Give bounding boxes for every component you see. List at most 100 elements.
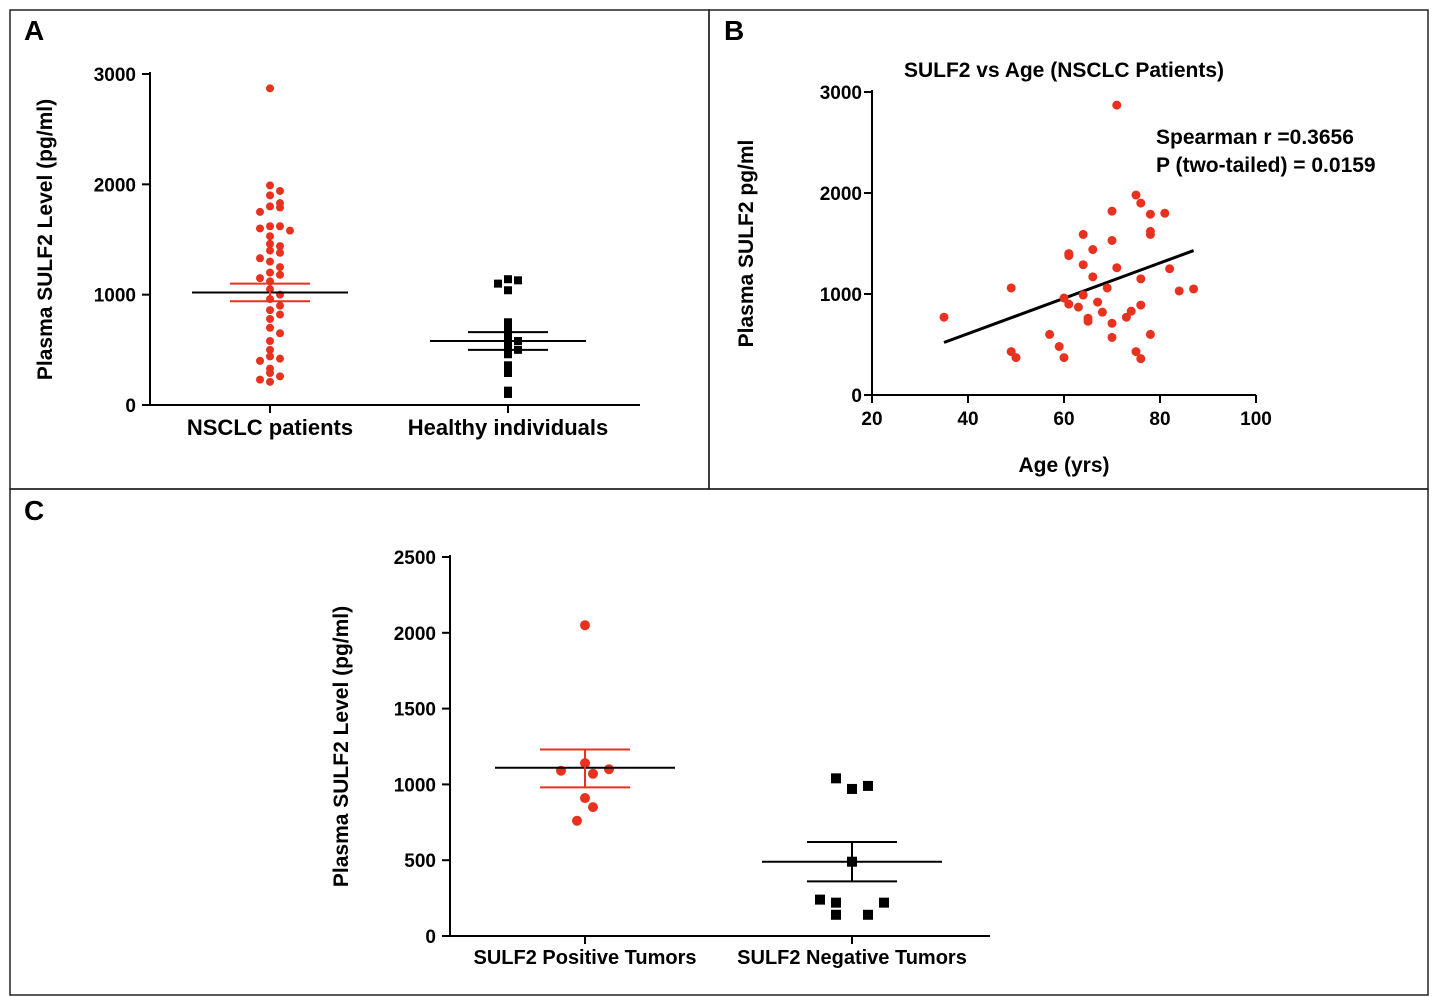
data-point	[266, 352, 274, 361]
data-point	[580, 620, 590, 631]
data-point	[266, 337, 274, 346]
data-point	[1136, 354, 1146, 364]
data-point	[504, 389, 512, 398]
x-tick-label: 100	[1240, 409, 1272, 430]
panel-b-chart: 0 1000 2000 3000 20 40 60 80 100 SULF2 vs Age (NS…	[735, 59, 1376, 477]
data-point	[514, 276, 522, 285]
data-point	[276, 203, 284, 212]
data-point	[831, 773, 841, 784]
data-point	[1078, 260, 1088, 270]
data-point	[504, 350, 512, 359]
data-point	[276, 329, 284, 338]
data-point	[266, 191, 274, 200]
data-point	[879, 897, 889, 908]
data-point	[276, 242, 284, 251]
x-tick-label: 40	[957, 409, 978, 430]
x-tick-label: SULF2 Positive Tumors	[473, 947, 696, 969]
y-tick-label: 3000	[820, 83, 862, 104]
data-point	[276, 248, 284, 257]
data-point	[276, 222, 284, 231]
data-point	[831, 909, 841, 920]
data-point	[266, 232, 274, 241]
data-point	[1107, 206, 1117, 216]
panel-c-frame	[9, 488, 1429, 996]
data-point	[1107, 235, 1117, 245]
data-point	[276, 310, 284, 319]
data-point	[266, 222, 274, 231]
y-tick-label: 0	[125, 396, 136, 417]
data-point	[266, 239, 274, 248]
data-point	[504, 325, 512, 334]
data-point	[847, 783, 857, 794]
data-point	[276, 354, 284, 363]
data-point	[266, 345, 274, 354]
y-tick-label: 2500	[394, 548, 436, 569]
data-point	[1107, 332, 1117, 342]
data-point	[266, 257, 274, 266]
y-tick-label: 1500	[394, 700, 436, 721]
data-point	[1189, 284, 1199, 294]
data-point	[504, 361, 512, 370]
data-point	[1093, 297, 1103, 307]
y-tick-label: 500	[404, 851, 436, 872]
data-point	[256, 254, 264, 263]
data-point	[276, 186, 284, 195]
trend-line	[943, 249, 1195, 344]
data-point	[1006, 283, 1016, 293]
data-point	[1097, 307, 1107, 317]
data-point	[266, 84, 274, 93]
data-point	[1107, 318, 1117, 328]
y-axis-title: Plasma SULF2 Level (pg/ml)	[330, 606, 353, 887]
data-point	[266, 323, 274, 332]
data-point	[256, 375, 264, 384]
x-tick-label: 20	[861, 409, 882, 430]
data-point	[256, 207, 264, 216]
data-point	[1145, 329, 1155, 339]
data-point	[1112, 100, 1122, 110]
data-point	[1131, 347, 1141, 357]
data-point	[504, 369, 512, 378]
y-tick-label: 1000	[394, 775, 436, 796]
data-point	[815, 894, 825, 905]
data-point	[256, 356, 264, 365]
data-point	[1145, 209, 1155, 219]
data-point	[1174, 286, 1184, 296]
data-point	[266, 314, 274, 323]
panel-a-letter: A	[24, 15, 44, 46]
y-tick-label: 1000	[820, 285, 862, 306]
data-point	[1078, 290, 1088, 300]
y-axis-title: Plasma SULF2 pg/ml	[735, 140, 758, 348]
x-tick-label: 80	[1149, 409, 1170, 430]
data-point	[266, 306, 274, 315]
data-point	[256, 274, 264, 283]
data-point	[1136, 274, 1146, 284]
panel-c-chart: 0 500 1000 1500 2000 2500 Plasma SULF2 Level (…	[330, 548, 990, 969]
data-point	[1121, 312, 1131, 322]
data-point	[863, 909, 873, 920]
data-point	[1011, 353, 1021, 363]
data-point	[266, 377, 274, 386]
data-point	[1136, 198, 1146, 208]
data-point	[1165, 264, 1175, 274]
data-point	[1126, 306, 1136, 316]
data-point	[1083, 316, 1093, 326]
data-point	[266, 181, 274, 190]
data-point	[504, 286, 512, 295]
data-point	[1073, 302, 1083, 312]
y-tick-label: 0	[851, 386, 862, 407]
data-point	[1102, 283, 1112, 293]
x-axis-title: Age (yrs)	[1018, 454, 1109, 477]
data-point	[494, 279, 502, 288]
data-point	[266, 369, 274, 378]
data-point	[1045, 329, 1055, 339]
y-tick-label: 2000	[94, 175, 136, 196]
y-tick-label: 0	[425, 927, 436, 948]
data-point	[1006, 347, 1016, 357]
data-point	[266, 268, 274, 277]
data-point	[1145, 229, 1155, 239]
data-point	[504, 275, 512, 284]
data-point	[588, 802, 598, 813]
y-tick-label: 2000	[394, 624, 436, 645]
data-point	[266, 246, 274, 255]
